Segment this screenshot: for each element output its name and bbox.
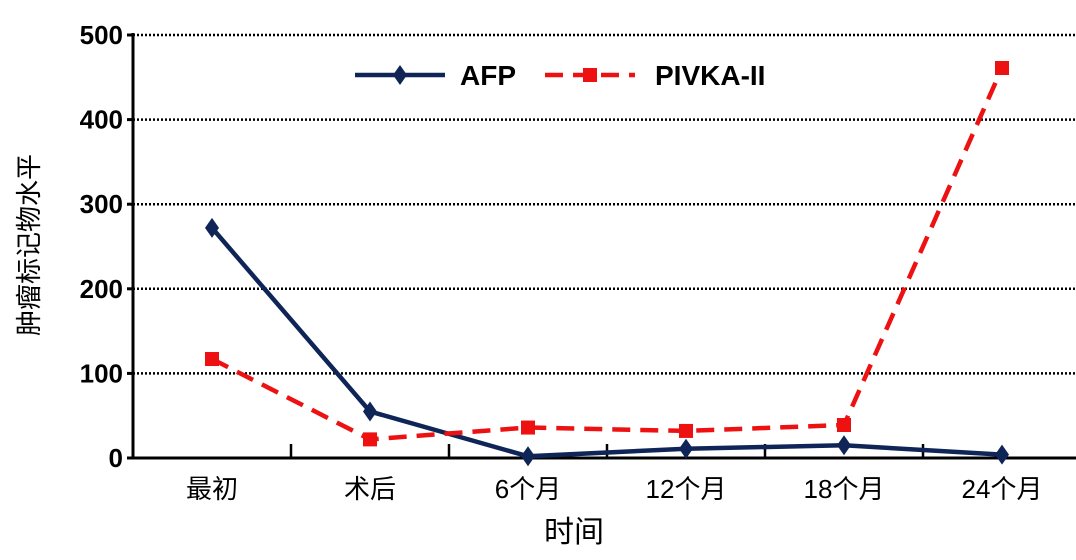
- y-axis-label: 肿瘤标记物水平: [14, 154, 44, 336]
- series-line: [210, 67, 1005, 442]
- diamond-marker: [837, 435, 851, 456]
- diamond-marker: [995, 444, 1009, 465]
- y-tick-label: 100: [80, 358, 123, 388]
- x-tick-label: 18个月: [804, 474, 885, 504]
- diamond-marker: [521, 446, 535, 467]
- series-pivka-ii: [205, 60, 1009, 447]
- x-tick-labels: 最初 术后 6个月 12个月 18个月 24个月: [186, 474, 1042, 504]
- y-tick-label: 400: [80, 105, 123, 135]
- x-tick-label: 术后: [344, 474, 396, 504]
- axes: [127, 33, 1076, 460]
- square-marker: [995, 60, 1009, 75]
- x-axis-label: 时间: [544, 516, 604, 549]
- square-marker: [679, 423, 693, 438]
- x-tick-label: 6个月: [495, 474, 561, 504]
- series-afp: [205, 217, 1009, 467]
- x-tick-label: 24个月: [962, 474, 1043, 504]
- y-tick-label: 0: [109, 443, 123, 473]
- square-marker: [205, 352, 219, 367]
- y-tick-label: 200: [80, 274, 123, 304]
- square-marker: [521, 420, 535, 435]
- square-marker: [583, 68, 597, 82]
- y-tick-label: 500: [80, 20, 123, 50]
- square-marker: [363, 432, 377, 447]
- legend-label: PIVKA-II: [655, 60, 765, 91]
- legend-label: AFP: [460, 60, 516, 91]
- series-line: [210, 226, 1003, 459]
- legend: AFP PIVKA-II: [355, 60, 765, 91]
- gridlines: [133, 33, 1076, 375]
- x-tick-label: 12个月: [646, 474, 727, 504]
- diamond-marker: [679, 438, 693, 459]
- x-tick-label: 最初: [186, 474, 238, 504]
- legend-item-afp: AFP: [355, 60, 516, 91]
- y-tick-label: 300: [80, 189, 123, 219]
- diamond-marker: [363, 401, 377, 422]
- series: [205, 60, 1009, 467]
- diamond-marker: [393, 65, 407, 85]
- diamond-marker: [205, 217, 219, 238]
- square-marker: [837, 418, 851, 433]
- legend-item-pivka-ii: PIVKA-II: [545, 60, 765, 91]
- y-tick-labels: 0 100 200 300 400 500: [80, 20, 123, 473]
